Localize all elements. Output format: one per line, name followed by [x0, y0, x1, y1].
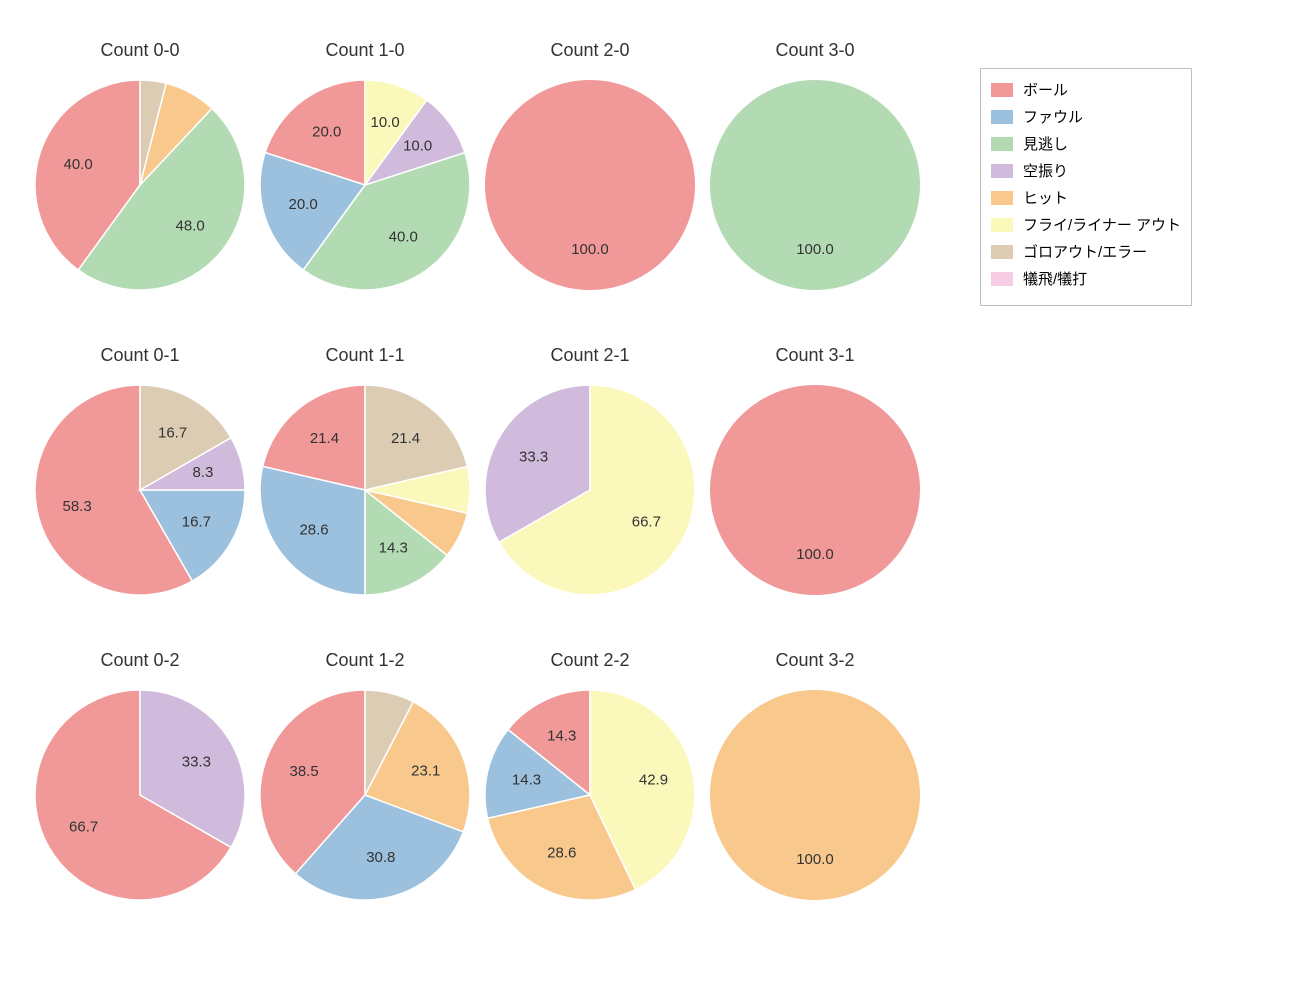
pie-slice-label: 33.3 [182, 753, 211, 770]
pie-slice-label: 8.3 [192, 464, 213, 481]
chart-title: Count 3-1 [715, 345, 915, 366]
pie-slice-label: 58.3 [62, 498, 91, 515]
pie-slice-label: 42.9 [639, 771, 668, 788]
legend-swatch [991, 83, 1013, 97]
pie-chart: 38.5 30.8 23.1 [260, 690, 470, 900]
legend-swatch [991, 110, 1013, 124]
pie-chart: 100.0 [710, 80, 920, 290]
pie-slice-label: 100.0 [571, 241, 609, 258]
chart-title: Count 1-0 [265, 40, 465, 61]
pie-slice-label: 16.7 [182, 514, 211, 531]
pie-slice-label: 10.0 [371, 114, 400, 131]
pie-slice-label: 38.5 [290, 763, 319, 780]
pie-slice-label: 66.7 [632, 514, 661, 531]
pie-slice-label: 10.0 [403, 138, 432, 155]
legend-label: ゴロアウト/エラー [1023, 241, 1147, 262]
legend-swatch [991, 164, 1013, 178]
pie-slice-label: 100.0 [796, 241, 834, 258]
pie-chart: 58.3 16.7 8.3 16.7 [35, 385, 245, 595]
chart-title: Count 2-2 [490, 650, 690, 671]
legend-item: ファウル [991, 106, 1181, 127]
legend-swatch [991, 218, 1013, 232]
pie-chart: 40.0 48.0 [35, 80, 245, 290]
pie-chart: 21.4 28.6 14.3 21.4 [260, 385, 470, 595]
pie-slice-label: 16.7 [158, 425, 187, 442]
legend-swatch [991, 272, 1013, 286]
pie-slice-label: 14.3 [547, 727, 576, 744]
pie-slice-label: 66.7 [69, 819, 98, 836]
pie-slice-label: 48.0 [176, 217, 205, 234]
legend-label: 見逃し [1023, 133, 1068, 154]
legend-swatch [991, 191, 1013, 205]
legend-label: フライ/ライナー アウト [1023, 214, 1181, 235]
legend: ボールファウル見逃し空振りヒットフライ/ライナー アウトゴロアウト/エラー犠飛/… [980, 68, 1192, 306]
legend-label: ヒット [1023, 187, 1068, 208]
legend-item: ボール [991, 79, 1181, 100]
legend-label: ファウル [1023, 106, 1083, 127]
pie-slice-label: 21.4 [391, 430, 420, 447]
chart-title: Count 0-0 [40, 40, 240, 61]
pie-slice-label: 21.4 [310, 430, 339, 447]
pie-slice [710, 690, 920, 900]
pie-slice [710, 80, 920, 290]
chart-title: Count 3-0 [715, 40, 915, 61]
pie-slice-label: 28.6 [547, 845, 576, 862]
legend-swatch [991, 137, 1013, 151]
pie-slice-label: 40.0 [63, 156, 92, 173]
chart-title: Count 0-2 [40, 650, 240, 671]
pie-slice [710, 385, 920, 595]
legend-label: ボール [1023, 79, 1068, 100]
legend-swatch [991, 245, 1013, 259]
legend-item: 見逃し [991, 133, 1181, 154]
pie-slice-label: 30.8 [366, 849, 395, 866]
pie-slice-label: 23.1 [411, 763, 440, 780]
pie-slice-label: 33.3 [519, 448, 548, 465]
pie-slice-label: 28.6 [299, 522, 328, 539]
chart-title: Count 1-1 [265, 345, 465, 366]
pie-slice-label: 20.0 [288, 196, 317, 213]
chart-title: Count 3-2 [715, 650, 915, 671]
pie-chart: 100.0 [710, 690, 920, 900]
chart-title: Count 2-0 [490, 40, 690, 61]
legend-item: ゴロアウト/エラー [991, 241, 1181, 262]
legend-item: 空振り [991, 160, 1181, 181]
pie-chart: 66.7 33.3 [35, 690, 245, 900]
pie-slice-label: 40.0 [389, 229, 418, 246]
pie-chart: 33.3 66.7 [485, 385, 695, 595]
legend-item: フライ/ライナー アウト [991, 214, 1181, 235]
pie-slice-label: 100.0 [796, 851, 834, 868]
legend-label: 犠飛/犠打 [1023, 268, 1087, 289]
legend-item: ヒット [991, 187, 1181, 208]
pie-chart: 100.0 [485, 80, 695, 290]
legend-item: 犠飛/犠打 [991, 268, 1181, 289]
pie-slice [485, 80, 695, 290]
pie-slice-label: 14.3 [512, 771, 541, 788]
pie-chart: 100.0 [710, 385, 920, 595]
pie-slice-label: 100.0 [796, 546, 834, 563]
pie-slice-label: 20.0 [312, 123, 341, 140]
pie-slice-label: 14.3 [379, 540, 408, 557]
chart-grid: 40.0 48.0 20.0 20.0 40.0 10.010.0 100.0 100.0 58… [0, 0, 1300, 1000]
legend-label: 空振り [1023, 160, 1068, 181]
chart-title: Count 1-2 [265, 650, 465, 671]
pie-chart: 20.0 20.0 40.0 10.010.0 [260, 80, 470, 290]
pie-chart: 14.3 14.3 28.6 42.9 [485, 690, 695, 900]
chart-title: Count 0-1 [40, 345, 240, 366]
chart-title: Count 2-1 [490, 345, 690, 366]
